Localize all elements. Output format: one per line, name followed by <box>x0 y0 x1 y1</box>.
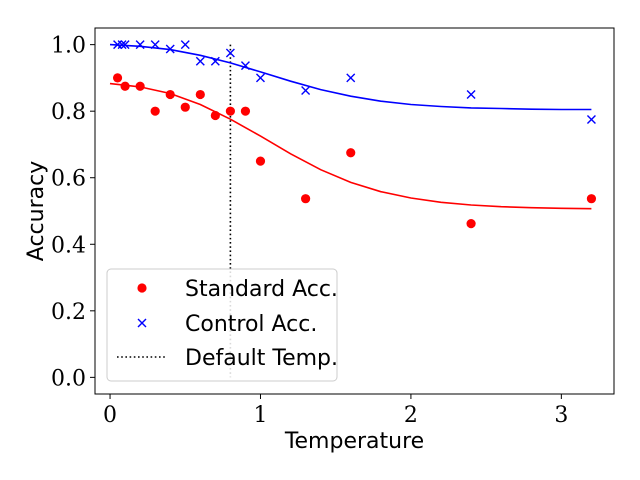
x-marker-stroke <box>225 48 235 58</box>
y-tick-label: 0.6 <box>51 167 86 192</box>
plot-area <box>109 40 597 378</box>
control-acc-point <box>240 61 250 71</box>
x-marker-stroke <box>210 56 220 66</box>
control-acc-point <box>165 44 175 54</box>
x-marker-stroke <box>117 40 127 50</box>
y-tick-label: 0.2 <box>51 300 86 325</box>
x-marker-stroke <box>466 90 476 100</box>
standard-acc-point <box>150 106 160 116</box>
standard-acc-point <box>301 194 311 204</box>
control-acc-point <box>120 40 130 50</box>
standard-acc-point <box>210 110 220 121</box>
legend-label: Default Temp. <box>185 346 338 371</box>
standard-fit-curve <box>109 82 592 210</box>
control-acc-point <box>301 86 311 96</box>
x-marker-stroke <box>180 40 190 50</box>
x-axis-title: Temperature <box>284 429 424 454</box>
control-acc-point <box>225 48 235 58</box>
y-tick-label: 0.4 <box>51 233 86 258</box>
axes-frame <box>94 27 615 395</box>
control-acc-point <box>466 90 476 100</box>
standard-acc-point <box>346 148 356 158</box>
standard-acc-point <box>195 89 205 100</box>
standard-acc-point <box>466 219 476 229</box>
x-marker-stroke <box>137 318 147 328</box>
x-tick-label: 0 <box>103 403 117 428</box>
standard-acc-point <box>165 89 175 100</box>
x-tick-label: 1 <box>253 403 267 428</box>
control-acc-point <box>346 73 356 83</box>
x-marker-stroke <box>150 40 160 50</box>
legend-standard-marker <box>137 283 147 293</box>
standard-acc-point <box>135 81 145 91</box>
standard-acc-point <box>120 81 130 91</box>
standard-acc-point <box>240 106 251 116</box>
x-marker-stroke <box>135 40 145 50</box>
standard-acc-point <box>586 194 597 204</box>
control-acc-point <box>586 115 596 124</box>
standard-acc-point <box>255 156 266 166</box>
x-marker-stroke <box>586 115 596 124</box>
control-acc-point <box>135 40 145 50</box>
standard-acc-point <box>112 73 123 83</box>
legend-control-marker <box>137 318 147 328</box>
x-tick-label: 3 <box>554 403 568 428</box>
x-marker-stroke <box>301 86 311 96</box>
x-tick-label: 2 <box>404 403 418 428</box>
legend-label: Standard Acc. <box>185 277 338 302</box>
axis-ticks: 0 1 2 3 0.0 0.2 0.4 0.6 0.8 1.0 <box>51 34 568 428</box>
control-acc-point <box>180 40 190 50</box>
x-marker-stroke <box>120 40 130 50</box>
control-acc-point <box>210 56 220 66</box>
y-tick-label: 0.8 <box>51 100 86 125</box>
standard-acc-point <box>225 106 235 116</box>
control-fit-curve <box>109 43 592 111</box>
x-marker-stroke <box>165 44 175 54</box>
legend-box <box>106 268 338 382</box>
legend-label: Control Acc. <box>185 312 317 337</box>
control-acc-point <box>117 40 127 50</box>
x-marker-stroke <box>346 73 356 83</box>
x-marker-stroke <box>240 61 250 71</box>
control-acc-point <box>195 56 205 66</box>
legend: Standard Acc. Control Acc. Default Temp. <box>106 268 338 382</box>
y-tick-label: 1.0 <box>51 34 86 59</box>
control-acc-point <box>255 73 265 83</box>
x-marker-stroke <box>195 56 205 66</box>
y-tick-label: 0.0 <box>51 366 86 391</box>
control-acc-point <box>150 40 160 50</box>
x-marker-stroke <box>255 73 265 83</box>
standard-acc-point <box>180 102 190 112</box>
y-axis-title: Accuracy <box>24 161 49 261</box>
